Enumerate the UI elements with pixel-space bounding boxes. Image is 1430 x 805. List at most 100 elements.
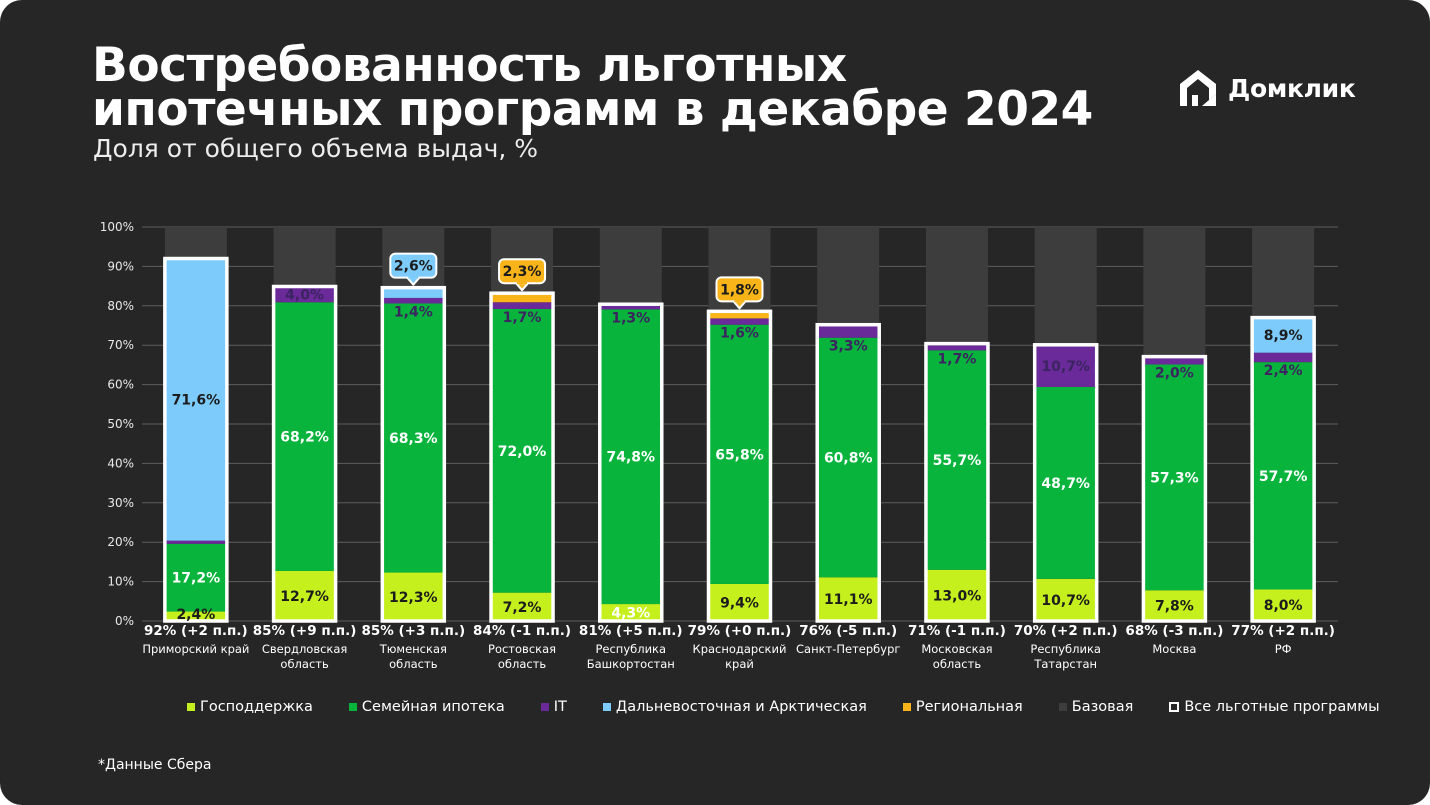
bar-segment-gospodderzhka bbox=[708, 583, 771, 621]
segment-label-gospodderzhka: 8,0% bbox=[1264, 598, 1303, 614]
bar-group: 13,0% 55,7% 1,7% 71% (-1 п.п.) Московскаяобл… bbox=[908, 227, 1006, 671]
preferential-outline bbox=[271, 284, 338, 623]
bar-group: 7,8% 57,3% 2,0% 68% (-3 п.п.) Москва bbox=[1125, 227, 1223, 656]
callout-pointer-joint bbox=[517, 281, 528, 285]
bar-segment-gospodderzhka bbox=[1252, 589, 1315, 621]
bar-segment-base bbox=[1143, 227, 1206, 357]
segment-label-it: 1,7% bbox=[938, 351, 977, 367]
x-tick-label: Московская bbox=[921, 642, 992, 656]
segment-label-it: 3,3% bbox=[829, 339, 868, 355]
callout-regional: 1,8% bbox=[715, 276, 764, 310]
stacked-bar-chart: 0% 10% 20% 30% 40% 50% 60% 70% 80% 90% 100% 2,4% 17,… bbox=[100, 220, 1338, 671]
bar-segment-family bbox=[382, 303, 445, 573]
bar-segment-it bbox=[1034, 344, 1097, 387]
bar-segment-it bbox=[1143, 356, 1206, 365]
bar-segment-gospodderzhka bbox=[164, 611, 227, 621]
legend-label: Базовая bbox=[1071, 699, 1134, 715]
bar-total-label: 71% (-1 п.п.) bbox=[908, 623, 1006, 639]
y-tick-label: 90% bbox=[107, 259, 134, 273]
segment-label-it: 2,0% bbox=[1155, 366, 1194, 382]
bar-segment-family bbox=[164, 543, 227, 612]
segment-label-gospodderzhka: 12,7% bbox=[280, 589, 329, 605]
legend-item: Базовая bbox=[1058, 699, 1134, 715]
segment-label-family: 68,3% bbox=[389, 431, 438, 447]
preferential-outline bbox=[489, 291, 555, 623]
legend-label: Семейная ипотека bbox=[361, 699, 505, 715]
bar-segment-it bbox=[599, 304, 662, 310]
bar-segment-gospodderzhka bbox=[273, 570, 336, 621]
segment-label-gospodderzhka: 9,4% bbox=[720, 595, 759, 611]
bar-total-label: 81% (+5 п.п.) bbox=[579, 623, 683, 639]
bar-segment-far_east bbox=[382, 287, 445, 298]
segment-label-it: 1,6% bbox=[720, 326, 759, 342]
bar-group: 12,3% 68,3% 1,4% 2,6% 85% (+3 п.п.) Тюменская… bbox=[361, 227, 465, 671]
bar-total-label: 76% (-5 п.п.) bbox=[799, 623, 897, 639]
bar-segment-gospodderzhka bbox=[1143, 590, 1206, 621]
segment-label-far_east: 71,6% bbox=[172, 393, 221, 409]
bar-group: 10,7% 48,7% 10,7% 70% (+2 п.п.) РеспубликаТа… bbox=[1014, 227, 1118, 671]
y-tick-label: 100% bbox=[100, 220, 134, 234]
segment-label-gospodderzhka: 10,7% bbox=[1041, 593, 1090, 609]
segment-label-family: 17,2% bbox=[172, 571, 221, 587]
y-tick-label: 60% bbox=[107, 378, 134, 392]
preferential-outline bbox=[924, 341, 990, 623]
y-tick-label: 70% bbox=[107, 338, 134, 352]
title-line-1: Востребованность льготных bbox=[92, 38, 847, 93]
x-tick-label: Тюменская bbox=[379, 642, 447, 656]
bar-segment-family bbox=[817, 337, 880, 578]
legend-item: Региональная bbox=[902, 699, 1023, 715]
bar-segment-it bbox=[1252, 352, 1315, 363]
x-tick-label: область bbox=[933, 657, 982, 671]
x-tick-label: Приморский край bbox=[142, 642, 249, 656]
segment-label-family: 57,3% bbox=[1150, 470, 1199, 486]
segment-label-gospodderzhka: 11,1% bbox=[824, 592, 873, 608]
callout-regional: 2,3% bbox=[498, 258, 547, 292]
bar-segment-gospodderzhka bbox=[491, 592, 554, 621]
x-tick-label: Башкортостан bbox=[587, 657, 675, 671]
segment-label-far_east: 8,9% bbox=[1264, 328, 1303, 344]
x-tick-label: область bbox=[498, 657, 547, 671]
callout-far_east: 2,6% bbox=[389, 252, 438, 286]
bar-segment-it bbox=[925, 343, 988, 351]
callout-pointer-joint bbox=[408, 275, 419, 279]
x-tick-label: Свердловская bbox=[262, 642, 348, 656]
segment-label-family: 74,8% bbox=[606, 450, 655, 466]
legend-item: Все льготные программы bbox=[1169, 699, 1380, 715]
callout-label: 1,8% bbox=[720, 282, 759, 298]
bar-total-label: 92% (+2 п.п.) bbox=[144, 623, 248, 639]
bar-group: 8,0% 57,7% 2,4% 8,9% 77% (+2 п.п.) РФ bbox=[1231, 227, 1335, 656]
legend-label: Господдержка bbox=[200, 699, 313, 715]
legend-swatch bbox=[1169, 702, 1180, 712]
segment-label-gospodderzhka: 2,4% bbox=[176, 607, 215, 623]
legend-label: Дальневосточная и Арктическая bbox=[615, 699, 867, 715]
x-tick-label: РФ bbox=[1275, 642, 1292, 656]
bar-segment-base bbox=[925, 227, 988, 344]
bar-segment-it bbox=[817, 324, 880, 338]
bar-segment-family bbox=[1034, 386, 1097, 579]
segment-label-family: 48,7% bbox=[1041, 476, 1090, 492]
preferential-outline bbox=[1250, 315, 1316, 623]
bar-group: 4,3% 74,8% 1,3% 81% (+5 п.п.) РеспубликаБашк… bbox=[579, 227, 683, 671]
bar-segment-base bbox=[273, 227, 336, 287]
segment-label-family: 57,7% bbox=[1259, 469, 1308, 485]
legend-label: Региональная bbox=[915, 699, 1023, 715]
x-tick-label: край bbox=[725, 657, 754, 671]
x-tick-label: область bbox=[280, 657, 329, 671]
bar-total-label: 68% (-3 п.п.) bbox=[1125, 623, 1223, 639]
bar-group: 9,4% 65,8% 1,6% 1,8% 79% (+0 п.п.) Краснодарс… bbox=[688, 227, 791, 671]
brand-name: Домклик bbox=[1228, 73, 1356, 103]
footnote: *Данные Сбера bbox=[98, 757, 212, 773]
x-tick-label: область bbox=[389, 657, 438, 671]
bar-segment-base bbox=[817, 227, 880, 325]
preferential-outline bbox=[1141, 354, 1208, 623]
bar-segment-family bbox=[599, 309, 662, 605]
bar-segment-gospodderzhka bbox=[925, 569, 988, 621]
bar-segment-gospodderzhka bbox=[817, 577, 880, 621]
legend-swatch bbox=[602, 703, 611, 711]
bar-segment-gospodderzhka bbox=[599, 604, 662, 621]
preferential-outline bbox=[1032, 343, 1099, 623]
bar-segment-regional bbox=[491, 293, 554, 303]
x-tick-label: Республика bbox=[595, 642, 666, 656]
y-tick-label: 80% bbox=[107, 299, 134, 313]
